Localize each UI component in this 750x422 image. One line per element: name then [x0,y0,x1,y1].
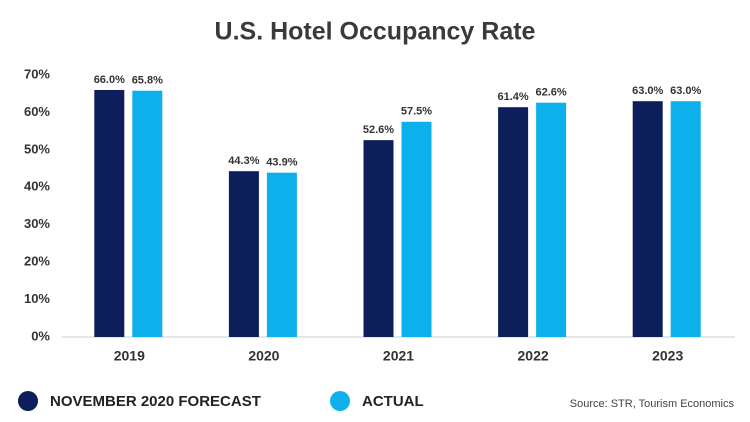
y-tick-label: 30% [24,216,50,231]
bar [536,102,567,337]
legend-label: NOVEMBER 2020 FORECAST [50,393,261,410]
bar [401,121,432,338]
bar [498,107,529,337]
bar [632,101,663,337]
x-tick-label: 2022 [518,348,549,364]
y-tick-label: 50% [24,141,50,156]
y-tick-label: 10% [24,291,50,306]
y-tick-label: 70% [24,66,50,81]
x-tick-label: 2023 [652,348,683,364]
bar [670,101,701,337]
data-label: 62.6% [535,87,566,99]
data-label: 44.3% [228,155,259,167]
y-tick-label: 40% [24,179,50,194]
x-tick-label: 2021 [383,348,414,364]
data-label: 43.9% [266,157,297,169]
data-label: 65.8% [132,75,163,87]
y-tick-label: 0% [31,328,50,343]
legend-swatch [330,391,350,411]
y-tick-label: 60% [24,104,50,119]
bar [94,89,125,337]
bar [363,140,394,337]
data-label: 52.6% [363,124,394,136]
x-tick-label: 2020 [248,348,279,364]
y-tick-label: 20% [24,254,50,269]
chart-title: U.S. Hotel Occupancy Rate [215,18,536,46]
bar [266,172,297,337]
bar [132,90,163,337]
legend-label: ACTUAL [362,393,424,410]
data-label: 66.0% [94,74,125,86]
data-label: 57.5% [401,106,432,118]
data-label: 63.0% [632,85,663,97]
data-label: 61.4% [497,91,528,103]
x-tick-label: 2019 [114,348,145,364]
source-note: Source: STR, Tourism Economics [570,398,735,410]
data-label: 63.0% [670,85,701,97]
bar [228,171,259,337]
legend-swatch [18,391,38,411]
